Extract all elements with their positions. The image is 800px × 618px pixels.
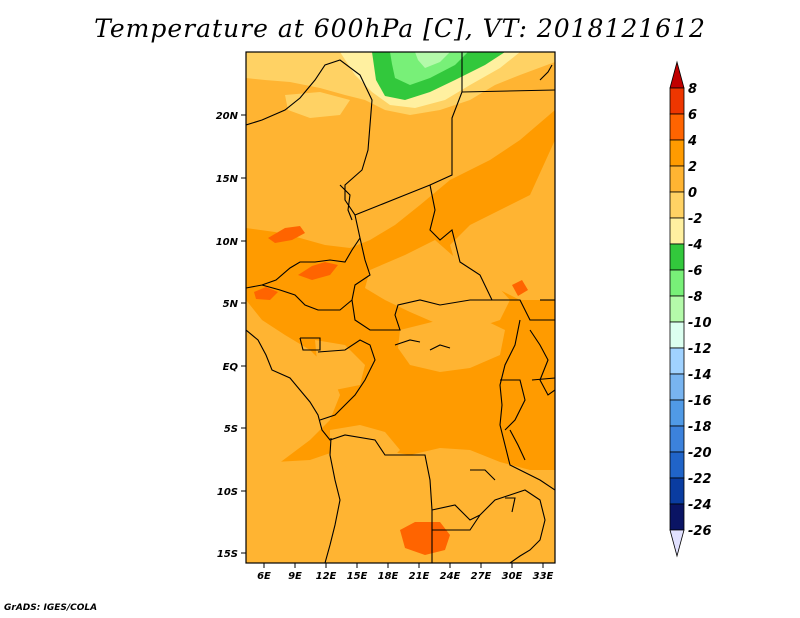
colorbar-label: -6 bbox=[688, 264, 702, 279]
lon-label: 15E bbox=[347, 571, 368, 582]
lon-label: 21E bbox=[409, 571, 430, 582]
temperature-map: 20N 15N 10N 5N EQ 5S 10S 15S 6E 9E 12E 1… bbox=[216, 51, 556, 582]
warm-patch-coast bbox=[254, 287, 278, 300]
axis-ticks bbox=[241, 114, 544, 568]
lon-label: 6E bbox=[257, 571, 271, 582]
lat-label: 20N bbox=[216, 111, 239, 122]
latitude-labels: 20N 15N 10N 5N EQ 5S 10S 15S bbox=[216, 111, 239, 560]
lon-label: 9E bbox=[288, 571, 302, 582]
lat-label: 10N bbox=[216, 237, 239, 248]
lon-label: 30E bbox=[502, 571, 523, 582]
colorbar-swatch bbox=[669, 451, 685, 479]
map-title: Temperature at 600hPa [C], VT: 201812161… bbox=[94, 14, 706, 43]
colorbar-swatch bbox=[669, 269, 685, 297]
cool-region-central bbox=[365, 240, 510, 330]
colorbar-swatch bbox=[669, 425, 685, 453]
colorbar-swatch bbox=[669, 243, 685, 271]
cool-region-west-coast bbox=[246, 300, 340, 478]
colorbar-label: -10 bbox=[688, 316, 712, 331]
lon-label: 24E bbox=[440, 571, 461, 582]
lon-label: 12E bbox=[316, 571, 337, 582]
colorbar-label: 0 bbox=[688, 186, 697, 201]
colorbar-swatch bbox=[669, 217, 685, 245]
longitude-labels: 6E 9E 12E 15E 18E 21E 24E 27E 30E 33E bbox=[257, 571, 553, 582]
colorbar-label: 4 bbox=[687, 134, 697, 149]
colorbar-swatch bbox=[669, 503, 685, 531]
colorbar-label: -22 bbox=[688, 472, 712, 487]
lat-label: 15N bbox=[216, 174, 239, 185]
colorbar-top-arrow bbox=[669, 60, 685, 89]
country-borders bbox=[246, 52, 555, 563]
colorbar-swatch bbox=[669, 373, 685, 401]
lat-label: EQ bbox=[223, 362, 239, 373]
colorbar-swatch bbox=[669, 295, 685, 323]
lat-label: 5N bbox=[223, 299, 239, 310]
colorbar-label: -18 bbox=[688, 420, 712, 435]
lat-label: 5S bbox=[224, 424, 238, 435]
lon-label: 27E bbox=[471, 571, 492, 582]
cool-region-east bbox=[450, 140, 555, 300]
colorbar-label: -2 bbox=[688, 212, 702, 227]
colorbar-label: 2 bbox=[688, 160, 697, 175]
colorbar-swatch bbox=[669, 139, 685, 167]
colorbar-swatch bbox=[669, 87, 685, 115]
map-frame bbox=[245, 51, 556, 564]
colorbar-swatch bbox=[669, 321, 685, 349]
band-minus2-nw bbox=[285, 92, 350, 118]
colorbar-swatch bbox=[669, 477, 685, 505]
colorbar-label: -26 bbox=[688, 524, 712, 539]
colorbar-label: -16 bbox=[688, 394, 712, 409]
lon-label: 33E bbox=[533, 571, 554, 582]
colorbar-label: -4 bbox=[688, 238, 702, 253]
cool-region-congo bbox=[398, 318, 505, 372]
colorbar-label: -12 bbox=[688, 342, 712, 357]
colorbar-swatch bbox=[669, 347, 685, 375]
lon-label: 18E bbox=[378, 571, 399, 582]
cool-region-gabon bbox=[315, 340, 365, 390]
colorbar-swatch bbox=[669, 399, 685, 427]
colorbar-label: -14 bbox=[688, 368, 712, 383]
band-minus8 bbox=[390, 52, 468, 85]
colorbar-swatch bbox=[669, 113, 685, 141]
colorbar-label: 6 bbox=[688, 108, 697, 123]
band-minus10 bbox=[415, 52, 450, 68]
warm-patch-nigeria-2 bbox=[298, 262, 338, 280]
colorbar-swatch bbox=[669, 191, 685, 219]
lat-label: 15S bbox=[217, 549, 238, 560]
colorbar-bottom-arrow bbox=[669, 529, 685, 558]
colorbar-label: -8 bbox=[688, 290, 702, 305]
warm-patch-east bbox=[512, 280, 528, 296]
colorbar-label: 8 bbox=[688, 82, 697, 97]
colorbar-label: -20 bbox=[688, 446, 712, 461]
warm-patch-nigeria-1 bbox=[268, 226, 305, 243]
cool-region-south bbox=[246, 448, 555, 563]
colorbar-swatch bbox=[669, 165, 685, 193]
colorbar-label: -24 bbox=[688, 498, 712, 513]
colorbar: 8 6 4 2 0 -2 -4 -6 -8 -10 -12 -14 -16 -18 -20 -22 -24 -26 bbox=[669, 60, 712, 558]
grads-credit: GrADS: IGES/COLA bbox=[4, 603, 98, 613]
lat-label: 10S bbox=[217, 487, 238, 498]
cool-region-angola bbox=[330, 425, 400, 470]
